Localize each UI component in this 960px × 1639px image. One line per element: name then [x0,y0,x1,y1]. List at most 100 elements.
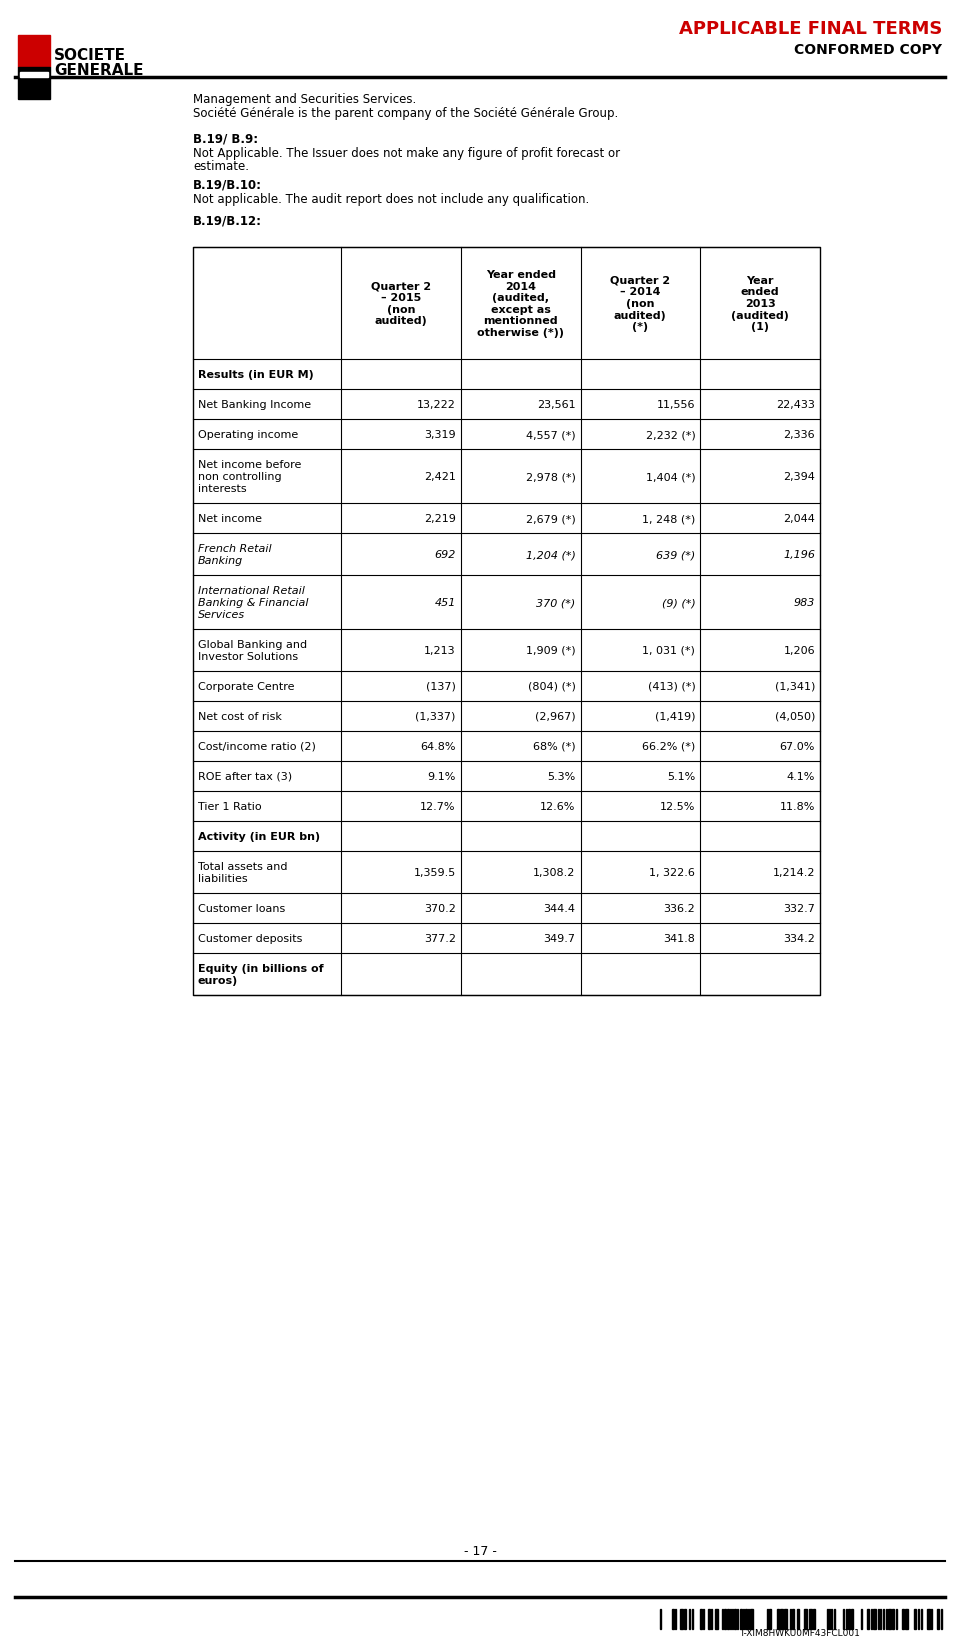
Text: 12.7%: 12.7% [420,801,456,811]
Text: Net cost of risk: Net cost of risk [198,711,282,721]
Text: estimate.: estimate. [193,161,249,172]
Text: T-XIM8HWKU0MF43FCL001: T-XIM8HWKU0MF43FCL001 [739,1628,860,1637]
Text: Tier 1 Ratio: Tier 1 Ratio [198,801,262,811]
Text: 2,336: 2,336 [783,429,815,439]
Bar [684,1609,686,1629]
Bar [883,1609,884,1629]
Text: 344.4: 344.4 [543,903,575,913]
Bar [708,1609,710,1629]
Bar [660,1609,661,1629]
Text: SOCIETE: SOCIETE [54,48,126,62]
Bar [878,1609,879,1629]
Bar [743,1609,744,1629]
Text: (1,337): (1,337) [416,711,456,721]
Text: 1,196: 1,196 [783,549,815,559]
Text: 1,206: 1,206 [783,646,815,656]
Bar [905,1609,908,1629]
Text: Year
ended
2013
(audited)
(1): Year ended 2013 (audited) (1) [732,275,789,333]
Text: Quarter 2
– 2015
(non
audited): Quarter 2 – 2015 (non audited) [371,282,431,326]
Bar [777,1609,779,1629]
Text: 12.6%: 12.6% [540,801,575,811]
Bar [892,1609,894,1629]
Text: 983: 983 [794,598,815,608]
Bar [18,67,50,100]
Text: 13,222: 13,222 [417,400,456,410]
Bar [873,1609,876,1629]
Bar [724,1609,726,1629]
Bar [790,1609,791,1629]
Text: 5.1%: 5.1% [667,772,695,782]
Text: Equity (in billions of
euros): Equity (in billions of euros) [198,964,324,985]
Bar [703,1609,704,1629]
Text: Total assets and
liabilities: Total assets and liabilities [198,862,287,883]
Bar [797,1609,799,1629]
Text: Quarter 2
– 2014
(non
audited)
(*): Quarter 2 – 2014 (non audited) (*) [611,275,670,333]
Bar [722,1609,723,1629]
Text: B.19/ B.9:: B.19/ B.9: [193,133,258,146]
Text: B.19/B.10:: B.19/B.10: [193,179,262,192]
Text: 4,557 (*): 4,557 (*) [526,429,575,439]
Text: 1,213: 1,213 [424,646,456,656]
Text: 1, 031 (*): 1, 031 (*) [642,646,695,656]
Text: GENERALE: GENERALE [54,62,143,79]
Bar [740,1609,742,1629]
Text: Net Banking Income: Net Banking Income [198,400,311,410]
Text: 451: 451 [434,598,456,608]
Bar [804,1609,807,1629]
Bar [888,1609,891,1629]
Text: 2,679 (*): 2,679 (*) [526,513,575,524]
Bar [193,247,820,995]
Bar [848,1609,850,1629]
Text: Activity (in EUR bn): Activity (in EUR bn) [198,831,320,841]
Text: 1,204 (*): 1,204 (*) [526,549,575,559]
Text: Not Applicable. The Issuer does not make any figure of profit forecast or: Not Applicable. The Issuer does not make… [193,148,620,161]
Text: 11.8%: 11.8% [780,801,815,811]
Text: 23,561: 23,561 [537,400,575,410]
Text: 336.2: 336.2 [663,903,695,913]
Text: 4.1%: 4.1% [786,772,815,782]
Text: French Retail
Banking: French Retail Banking [198,544,272,565]
Bar [745,1609,747,1629]
Bar [715,1609,718,1629]
Text: 2,978 (*): 2,978 (*) [526,472,575,482]
Text: 2,232 (*): 2,232 (*) [645,429,695,439]
Text: 692: 692 [434,549,456,559]
Bar [792,1609,794,1629]
Text: (1,341): (1,341) [775,682,815,692]
Text: 341.8: 341.8 [663,934,695,944]
Text: 639 (*): 639 (*) [656,549,695,559]
Text: 1,359.5: 1,359.5 [414,867,456,877]
Text: 12.5%: 12.5% [660,801,695,811]
Bar [937,1609,939,1629]
Text: (413) (*): (413) (*) [647,682,695,692]
Text: ROE after tax (3): ROE after tax (3) [198,772,292,782]
Bar [834,1609,835,1629]
Text: CONFORMED COPY: CONFORMED COPY [794,43,942,57]
Bar [931,1609,932,1629]
Bar [886,1609,887,1629]
Bar [20,111,48,116]
Bar [767,1609,768,1629]
Text: 2,044: 2,044 [783,513,815,524]
Text: 1,909 (*): 1,909 (*) [526,646,575,656]
Text: (2,967): (2,967) [535,711,575,721]
Text: 22,433: 22,433 [776,400,815,410]
Bar [20,74,48,79]
Text: Operating income: Operating income [198,429,299,439]
Bar [813,1609,815,1629]
Bar [829,1609,830,1629]
Bar [780,1609,783,1629]
Text: 1, 322.6: 1, 322.6 [649,867,695,877]
Bar [734,1609,736,1629]
Text: Global Banking and
Investor Solutions: Global Banking and Investor Solutions [198,639,307,662]
Bar [921,1609,922,1629]
Text: 3,319: 3,319 [424,429,456,439]
Bar [769,1609,771,1629]
Text: 377.2: 377.2 [423,934,456,944]
Text: 370.2: 370.2 [424,903,456,913]
Bar [871,1609,872,1629]
Bar [831,1609,832,1629]
Text: Year ended
2014
(audited,
except as
mentionned
otherwise (*)): Year ended 2014 (audited, except as ment… [477,270,564,338]
Text: 1,404 (*): 1,404 (*) [646,472,695,482]
Bar [846,1609,847,1629]
